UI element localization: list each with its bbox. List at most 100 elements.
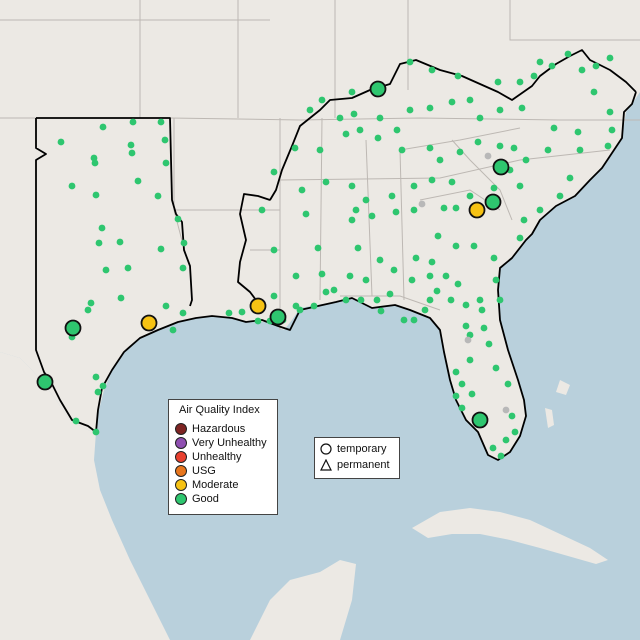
monitor-dot-good[interactable] bbox=[342, 296, 350, 304]
monitor-dot-good[interactable] bbox=[362, 196, 370, 204]
monitor-dot-good[interactable] bbox=[508, 412, 516, 420]
monitor-dot-good[interactable] bbox=[342, 130, 350, 138]
monitor-dot-good[interactable] bbox=[428, 66, 436, 74]
monitor-dot-no-data[interactable] bbox=[418, 200, 426, 208]
monitor-dot-good[interactable] bbox=[376, 256, 384, 264]
monitor-dot-good[interactable] bbox=[99, 123, 107, 131]
monitor-dot-good[interactable] bbox=[412, 254, 420, 262]
monitor-dot-good[interactable] bbox=[94, 388, 102, 396]
monitor-dot-good[interactable] bbox=[357, 296, 365, 304]
monitor-dot-good[interactable] bbox=[322, 178, 330, 186]
monitor-dot-good[interactable] bbox=[496, 296, 504, 304]
monitor-dot-good[interactable] bbox=[390, 266, 398, 274]
monitor-dot-good[interactable] bbox=[456, 148, 464, 156]
monitor-dot-good[interactable] bbox=[406, 106, 414, 114]
monitor-dot-good[interactable] bbox=[452, 392, 460, 400]
monitor-dot-good[interactable] bbox=[362, 276, 370, 284]
temporary-monitor-good[interactable] bbox=[269, 308, 287, 326]
monitor-dot-good[interactable] bbox=[502, 436, 510, 444]
monitor-dot-good[interactable] bbox=[410, 206, 418, 214]
monitor-dot-good[interactable] bbox=[492, 364, 500, 372]
monitor-dot-good[interactable] bbox=[476, 296, 484, 304]
monitor-dot-good[interactable] bbox=[516, 78, 524, 86]
monitor-dot-good[interactable] bbox=[494, 78, 502, 86]
monitor-dot-good[interactable] bbox=[354, 244, 362, 252]
monitor-dot-good[interactable] bbox=[454, 72, 462, 80]
monitor-dot-good[interactable] bbox=[447, 296, 455, 304]
monitor-dot-good[interactable] bbox=[270, 168, 278, 176]
monitor-dot-good[interactable] bbox=[374, 134, 382, 142]
monitor-dot-good[interactable] bbox=[452, 368, 460, 376]
monitor-dot-good[interactable] bbox=[474, 138, 482, 146]
monitor-dot-good[interactable] bbox=[522, 156, 530, 164]
monitor-dot-good[interactable] bbox=[161, 136, 169, 144]
temporary-monitor-good[interactable] bbox=[471, 411, 489, 429]
monitor-dot-good[interactable] bbox=[604, 142, 612, 150]
monitor-dot-good[interactable] bbox=[492, 276, 500, 284]
monitor-dot-good[interactable] bbox=[466, 192, 474, 200]
monitor-dot-good[interactable] bbox=[398, 146, 406, 154]
monitor-dot-good[interactable] bbox=[127, 141, 135, 149]
monitor-dot-good[interactable] bbox=[368, 212, 376, 220]
monitor-dot-good[interactable] bbox=[356, 126, 364, 134]
monitor-dot-good[interactable] bbox=[556, 192, 564, 200]
monitor-dot-good[interactable] bbox=[162, 159, 170, 167]
temporary-monitor-moderate[interactable] bbox=[249, 297, 267, 315]
temporary-monitor-good[interactable] bbox=[369, 80, 387, 98]
monitor-dot-good[interactable] bbox=[57, 138, 65, 146]
monitor-dot-good[interactable] bbox=[408, 276, 416, 284]
monitor-dot-good[interactable] bbox=[314, 244, 322, 252]
monitor-dot-good[interactable] bbox=[516, 234, 524, 242]
monitor-dot-good[interactable] bbox=[376, 114, 384, 122]
monitor-dot-good[interactable] bbox=[92, 373, 100, 381]
monitor-dot-good[interactable] bbox=[476, 114, 484, 122]
monitor-dot-good[interactable] bbox=[98, 224, 106, 232]
monitor-dot-good[interactable] bbox=[330, 286, 338, 294]
monitor-dot-good[interactable] bbox=[452, 242, 460, 250]
monitor-dot-good[interactable] bbox=[428, 258, 436, 266]
monitor-dot-good[interactable] bbox=[92, 191, 100, 199]
monitor-dot-good[interactable] bbox=[388, 192, 396, 200]
monitor-dot-good[interactable] bbox=[296, 306, 304, 314]
monitor-dot-good[interactable] bbox=[452, 204, 460, 212]
monitor-dot-no-data[interactable] bbox=[484, 152, 492, 160]
monitor-dot-good[interactable] bbox=[377, 307, 385, 315]
monitor-dot-no-data[interactable] bbox=[464, 336, 472, 344]
monitor-dot-good[interactable] bbox=[392, 208, 400, 216]
monitor-dot-good[interactable] bbox=[174, 215, 182, 223]
monitor-dot-good[interactable] bbox=[608, 126, 616, 134]
monitor-dot-good[interactable] bbox=[564, 50, 572, 58]
monitor-dot-good[interactable] bbox=[606, 54, 614, 62]
monitor-dot-good[interactable] bbox=[510, 144, 518, 152]
monitor-dot-good[interactable] bbox=[292, 272, 300, 280]
temporary-monitor-good[interactable] bbox=[492, 158, 510, 176]
monitor-dot-good[interactable] bbox=[536, 206, 544, 214]
monitor-dot-good[interactable] bbox=[454, 280, 462, 288]
monitor-dot-good[interactable] bbox=[462, 322, 470, 330]
monitor-dot-good[interactable] bbox=[291, 144, 299, 152]
monitor-dot-good[interactable] bbox=[410, 182, 418, 190]
monitor-dot-good[interactable] bbox=[433, 287, 441, 295]
monitor-dot-good[interactable] bbox=[298, 186, 306, 194]
monitor-dot-good[interactable] bbox=[466, 96, 474, 104]
monitor-dot-good[interactable] bbox=[516, 182, 524, 190]
monitor-dot-good[interactable] bbox=[458, 380, 466, 388]
monitor-dot-good[interactable] bbox=[116, 238, 124, 246]
temporary-monitor-good[interactable] bbox=[484, 193, 502, 211]
monitor-dot-good[interactable] bbox=[84, 306, 92, 314]
monitor-dot-good[interactable] bbox=[157, 118, 165, 126]
monitor-dot-good[interactable] bbox=[270, 246, 278, 254]
monitor-dot-good[interactable] bbox=[426, 272, 434, 280]
monitor-dot-good[interactable] bbox=[134, 177, 142, 185]
monitor-dot-good[interactable] bbox=[352, 206, 360, 214]
monitor-dot-good[interactable] bbox=[548, 62, 556, 70]
monitor-dot-good[interactable] bbox=[448, 98, 456, 106]
monitor-dot-good[interactable] bbox=[302, 210, 310, 218]
monitor-dot-good[interactable] bbox=[468, 390, 476, 398]
monitor-dot-good[interactable] bbox=[128, 149, 136, 157]
monitor-dot-good[interactable] bbox=[426, 296, 434, 304]
monitor-dot-good[interactable] bbox=[421, 306, 429, 314]
monitor-dot-good[interactable] bbox=[426, 104, 434, 112]
monitor-dot-good[interactable] bbox=[162, 302, 170, 310]
monitor-dot-good[interactable] bbox=[124, 264, 132, 272]
